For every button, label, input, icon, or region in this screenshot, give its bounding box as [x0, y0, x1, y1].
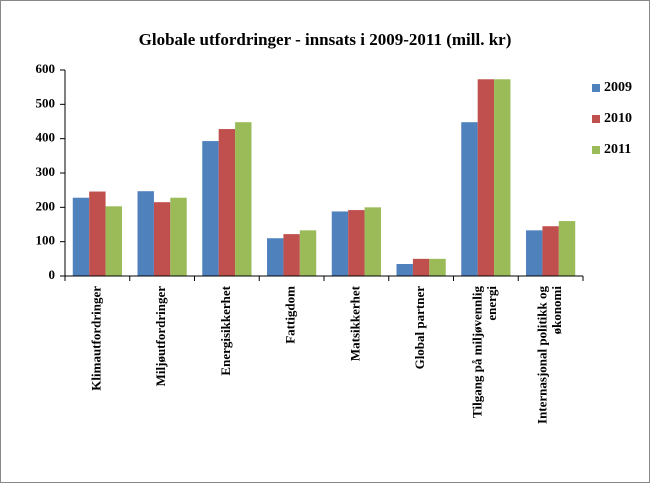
legend-label: 2011: [604, 142, 631, 157]
bar: [137, 191, 154, 276]
bar: [364, 207, 381, 276]
y-tick-label: 300: [36, 164, 56, 179]
x-tick-label: Global partner: [412, 286, 427, 370]
bar: [348, 210, 365, 276]
x-tick-label: Matsikkerhet: [347, 285, 362, 361]
bar: [267, 238, 284, 276]
legend-swatch: [592, 84, 600, 92]
bar: [72, 197, 90, 276]
bar: [283, 234, 300, 276]
y-tick-label: 0: [49, 267, 56, 282]
y-tick-label: 600: [36, 61, 56, 76]
bar: [105, 206, 122, 276]
bar: [299, 230, 317, 276]
bar: [235, 122, 252, 276]
y-tick-label: 200: [36, 198, 56, 213]
bar: [558, 221, 576, 276]
x-tick-label: Tilgang på miljøvennligenergi: [470, 286, 499, 418]
bar: [542, 226, 559, 276]
x-tick-label: Energisikkerhet: [218, 285, 233, 375]
bar: [170, 197, 187, 276]
bar: [429, 258, 446, 276]
y-tick-label: 500: [36, 95, 56, 110]
bar: [396, 263, 413, 276]
x-tick-label: Klimautfordringer: [88, 286, 103, 391]
x-tick-label: Internasjonal politikk ogøkonomi: [534, 286, 563, 424]
bar: [412, 258, 430, 276]
bar: [218, 129, 236, 276]
y-tick-label: 400: [36, 130, 56, 145]
legend-swatch: [592, 146, 600, 154]
bar: [89, 191, 106, 276]
x-tick-label: Fattigdom: [283, 286, 298, 344]
x-tick-label: Miljøutfordringer: [153, 286, 168, 387]
bar: [153, 202, 171, 276]
legend-swatch: [592, 115, 600, 123]
bar: [477, 79, 495, 277]
bar: [202, 141, 219, 276]
chart-title: Globale utfordringer - innsats i 2009-20…: [139, 30, 512, 49]
bar: [331, 211, 349, 276]
bar: [461, 122, 478, 276]
bar: [526, 230, 543, 276]
legend-label: 2009: [604, 80, 632, 95]
legend-label: 2010: [604, 111, 632, 126]
y-tick-label: 100: [36, 233, 56, 248]
bar: [494, 79, 511, 277]
